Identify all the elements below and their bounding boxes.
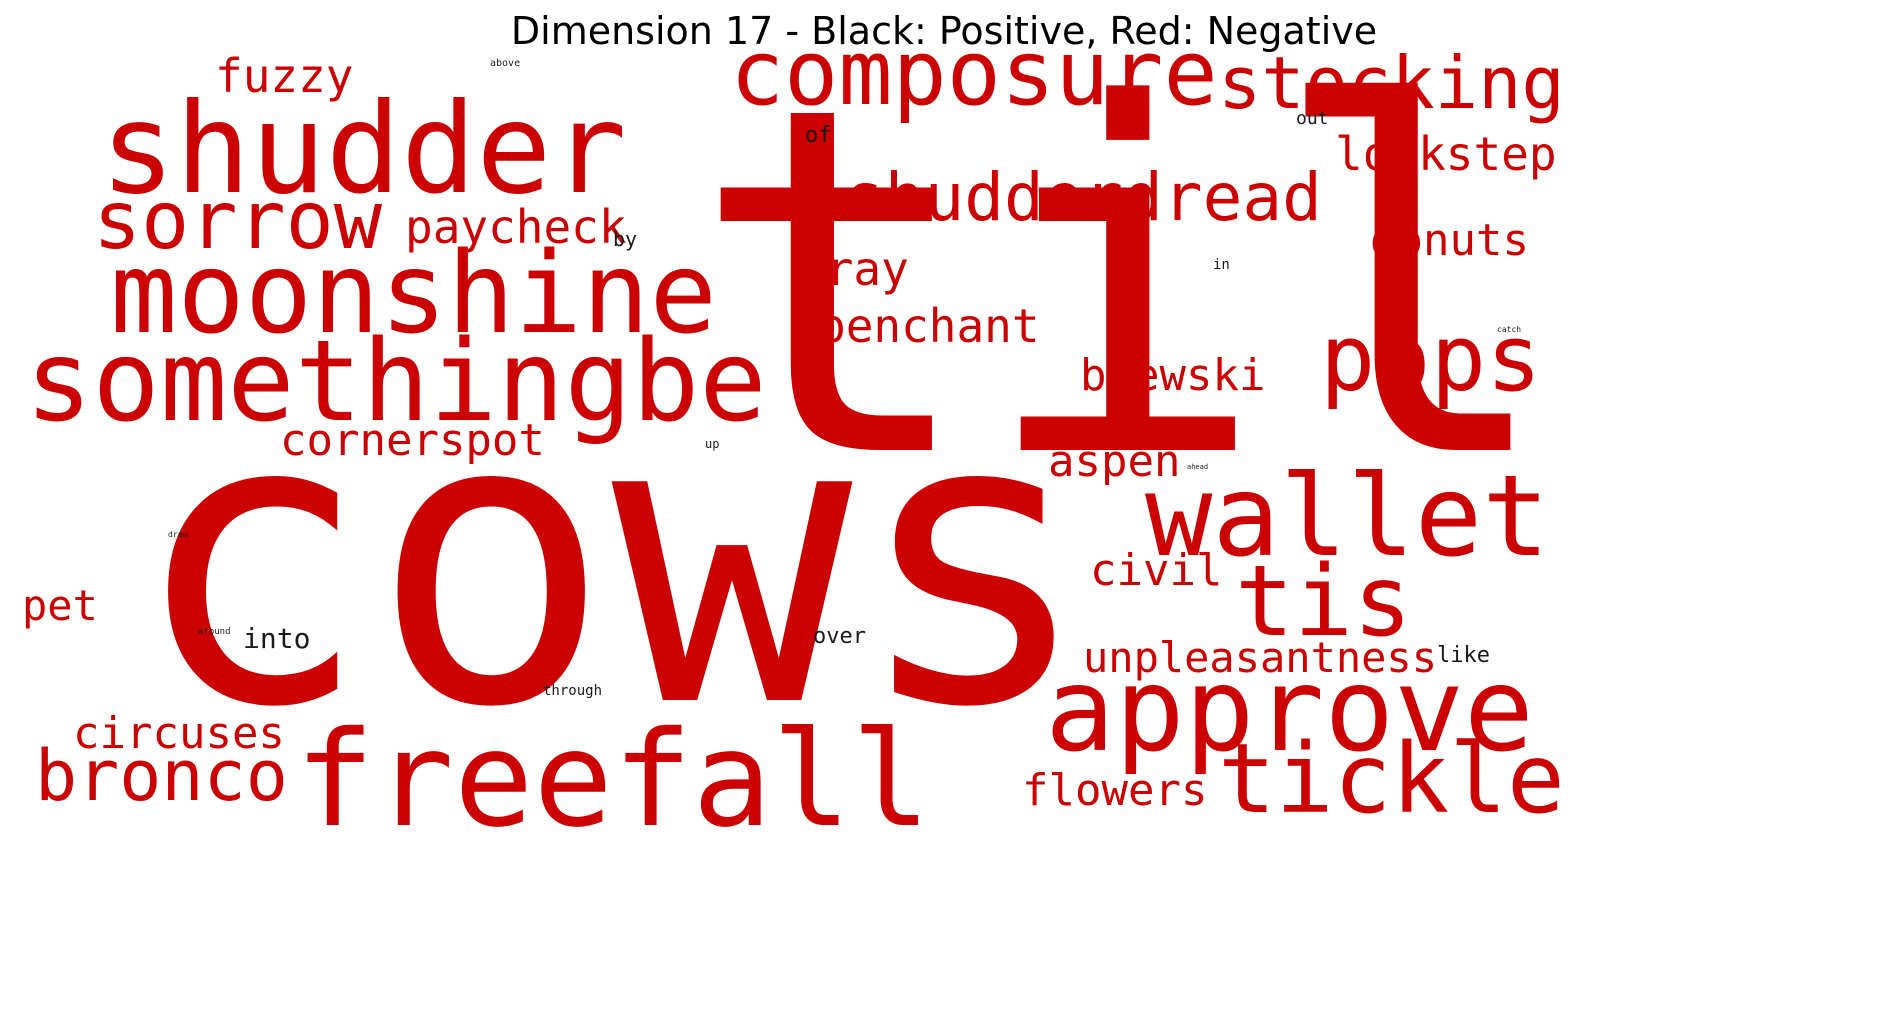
word-through: through <box>543 683 602 699</box>
word-of: of <box>805 123 832 148</box>
word-in: in <box>1213 257 1230 273</box>
word-penchant: penchant <box>818 299 1040 353</box>
word-donuts: donuts <box>1370 215 1529 266</box>
word-into: into <box>243 622 310 655</box>
word-paycheck: paycheck <box>405 200 627 254</box>
word-sorrow: sorrow <box>93 174 383 267</box>
figure-title: Dimension 17 - Black: Positive, Red: Neg… <box>510 9 1378 53</box>
word-stocking: stocking <box>1218 41 1565 125</box>
word-flowers: flowers <box>1022 765 1207 816</box>
word-unpleasantness: unpleasantness <box>1083 633 1437 682</box>
word-pops: pops <box>1320 305 1542 412</box>
word-catch: catch <box>1497 325 1521 334</box>
word-bray: bray <box>798 242 909 296</box>
word-tickle: tickle <box>1218 723 1565 835</box>
word-above: above <box>490 58 520 69</box>
word-moonshine: moonshine <box>110 229 717 359</box>
word-shudder: shudder <box>100 77 627 222</box>
word-over: over <box>813 624 866 649</box>
word-around: around <box>198 627 231 637</box>
word-cornerspot: cornerspot <box>280 415 545 466</box>
word-brewski: brewski <box>1080 350 1265 401</box>
word-tis: tis <box>1235 545 1412 659</box>
word-by: by <box>613 227 637 251</box>
word-up: up <box>705 437 719 451</box>
word-freefall: freefall <box>295 703 931 857</box>
word-like: like <box>1437 643 1490 668</box>
word-lockstep: lockstep <box>1335 127 1557 181</box>
word-civil: civil <box>1090 545 1222 596</box>
word-til: til <box>690 5 1557 564</box>
word-ahead: ahead <box>1187 463 1208 471</box>
word-shudderdread: shudderdread <box>845 159 1322 236</box>
word-draw: draw <box>168 530 187 539</box>
word-pet: pet <box>22 581 98 630</box>
word-circuses: circuses <box>73 708 285 759</box>
word-composure: composure <box>730 21 1218 126</box>
word-bronco: bronco <box>35 735 288 817</box>
word-cows: cows <box>130 330 1093 795</box>
word-fuzzy: fuzzy <box>215 49 353 103</box>
word-somethingbe: somethingbe <box>25 317 767 447</box>
word-aspen: aspen <box>1048 436 1180 487</box>
word-out: out <box>1296 108 1329 129</box>
word-wallet: wallet <box>1145 452 1550 582</box>
word-approve: approve <box>1045 643 1534 778</box>
